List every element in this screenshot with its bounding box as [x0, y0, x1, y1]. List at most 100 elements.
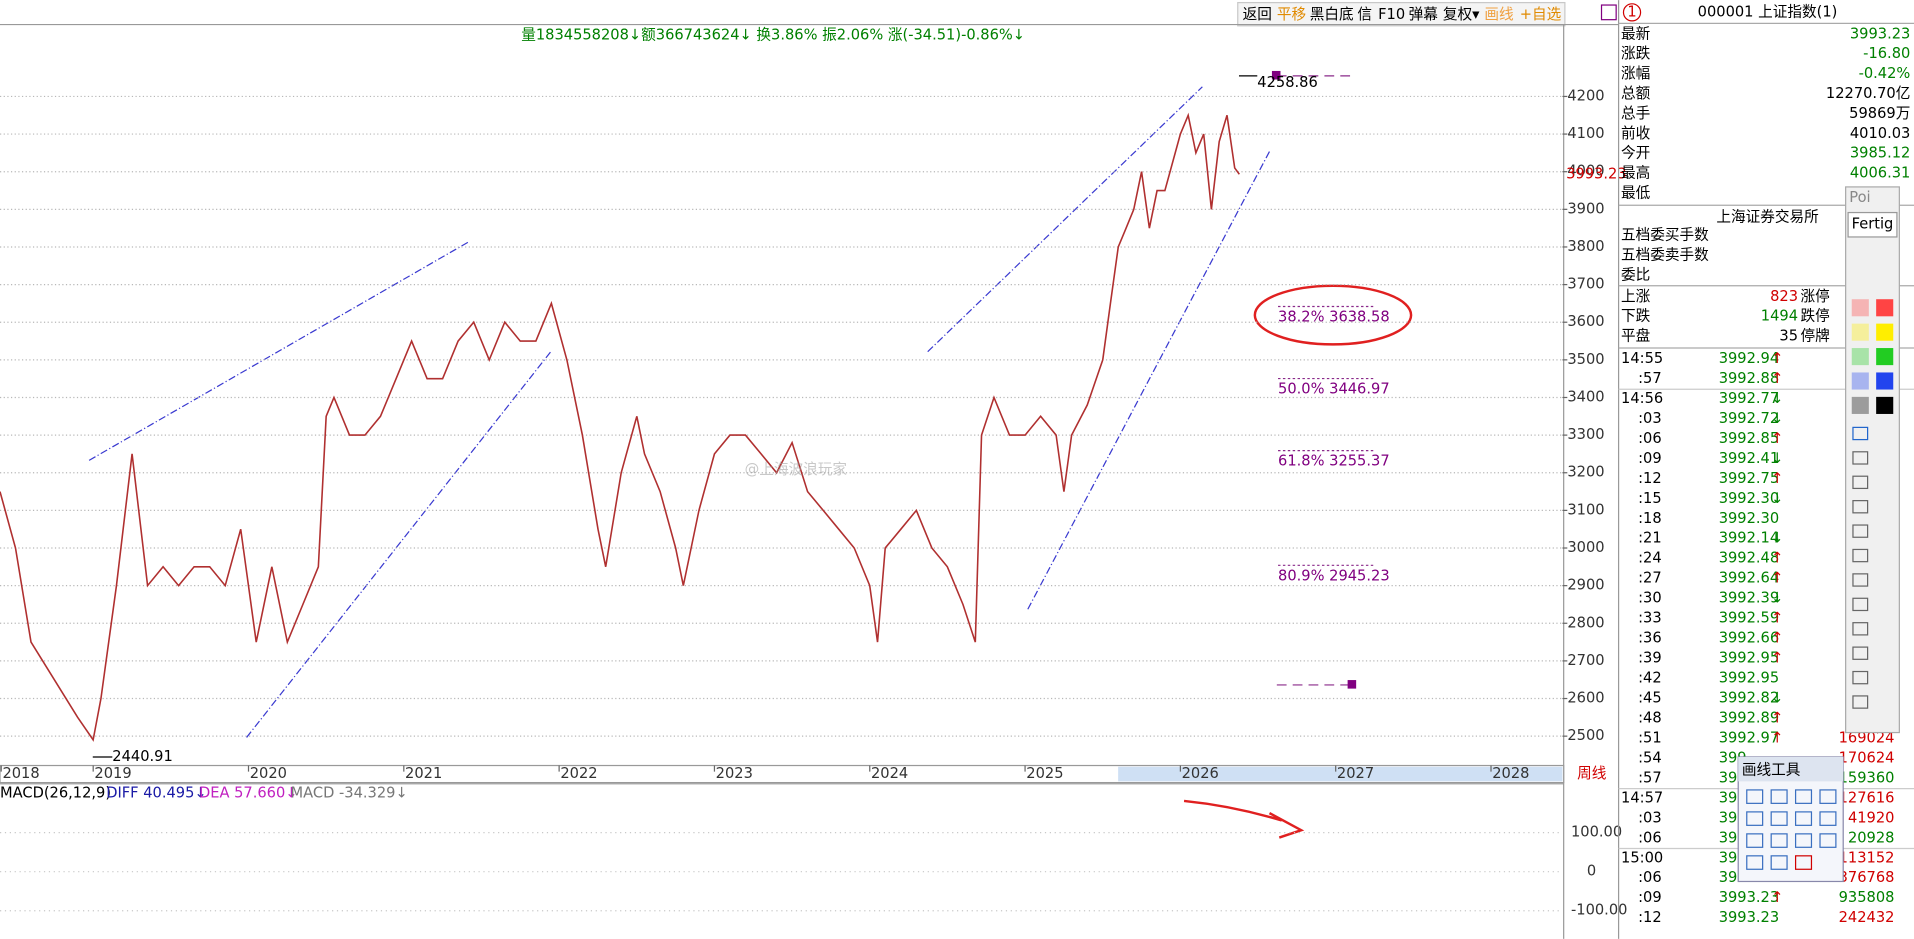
quote-value: 4006.31 [1850, 165, 1910, 182]
y-tick-label: 100.00 [1571, 824, 1622, 841]
draw-tool[interactable] [1770, 789, 1788, 804]
fib-handle[interactable] [1347, 680, 1357, 689]
tick-time: :48 [1638, 709, 1662, 726]
quote-value: 4010.03 [1850, 125, 1910, 142]
y-tick-label: 2600 [1567, 690, 1604, 707]
toolbar-button[interactable]: 信 [1357, 6, 1372, 23]
tick-dir: ↑ [1771, 570, 1783, 587]
tool-icon[interactable] [1852, 646, 1869, 660]
tool-icon[interactable] [1852, 622, 1869, 636]
draw-tool[interactable] [1770, 833, 1788, 848]
y-tick-label: 2900 [1567, 577, 1604, 594]
tick-price: 3992.89 [1719, 709, 1779, 726]
tick-volume: 159360 [1839, 769, 1895, 786]
tick-time: :06 [1638, 430, 1662, 447]
draw-tool[interactable] [1794, 855, 1813, 870]
tick-dir: ↓ [1771, 410, 1783, 427]
tool-icon[interactable] [1852, 597, 1869, 612]
tick-dir: ↑ [1771, 650, 1783, 667]
toolbar-button[interactable]: 返回 [1243, 6, 1272, 23]
draw-tool[interactable] [1746, 789, 1764, 804]
breadth-label: 下跌 [1621, 308, 1651, 325]
popup-button[interactable]: Fertig [1852, 216, 1894, 233]
popup-button-bg[interactable] [1847, 211, 1898, 238]
y-tick-label: 4100 [1567, 125, 1604, 142]
tick-time: 15:00 [1621, 849, 1663, 866]
toolbar-button[interactable]: 平移 [1277, 6, 1306, 23]
tick-dir: ↑ [1771, 610, 1783, 627]
y-tick-label: 2700 [1567, 652, 1604, 669]
tool-icon[interactable] [1852, 524, 1869, 538]
tick-time: :39 [1638, 650, 1662, 667]
x-tick-label: 2028 [1492, 765, 1529, 782]
order-label: 委比 [1621, 267, 1650, 284]
toolbar-button[interactable]: 画线 [1484, 6, 1514, 23]
tick-volume: 376768 [1839, 869, 1895, 886]
toolbar-button[interactable]: +自选 [1520, 6, 1562, 23]
tick-dir: ↓ [1771, 390, 1783, 407]
tool-icon[interactable] [1852, 426, 1869, 441]
tool-icon[interactable] [1852, 475, 1869, 490]
tick-time: :06 [1638, 869, 1662, 886]
panel-toggle[interactable] [1600, 4, 1617, 21]
hand-arrow [1183, 799, 1305, 839]
color-swatch[interactable] [1876, 372, 1894, 390]
y-tick-label: 3900 [1567, 200, 1604, 217]
tick-dir: ↑ [1771, 729, 1783, 746]
draw-tool[interactable] [1794, 833, 1813, 848]
color-swatch[interactable] [1876, 299, 1894, 317]
y-tick-label: 2500 [1567, 727, 1604, 744]
breadth-tag: 涨停 [1800, 288, 1829, 305]
tick-time: :06 [1638, 829, 1662, 846]
tool-icon[interactable] [1852, 500, 1869, 514]
tick-price: 3992.75 [1719, 470, 1779, 487]
draw-tool[interactable] [1794, 789, 1813, 804]
draw-tool[interactable] [1746, 833, 1764, 848]
tool-icon[interactable] [1852, 548, 1869, 563]
popup-title: Poi [1849, 189, 1870, 206]
color-swatch[interactable] [1876, 348, 1894, 366]
tick-volume: 20928 [1848, 829, 1895, 846]
tick-time: :12 [1638, 909, 1662, 926]
quote-label: 总手 [1621, 105, 1650, 122]
fib-handle[interactable] [1271, 70, 1281, 80]
draw-tool[interactable] [1794, 811, 1813, 826]
tick-price: 3992.64 [1719, 570, 1779, 587]
tick-time: :03 [1638, 410, 1662, 427]
toolbar-button[interactable]: 复权▾ [1443, 5, 1480, 23]
draw-tool[interactable] [1770, 855, 1788, 870]
x-tick-label: 2020 [250, 765, 287, 782]
annotation: 38.2% 3638.58 [1278, 309, 1390, 326]
draw-tool[interactable] [1819, 789, 1837, 804]
toolbar-button[interactable]: 弹幕 [1409, 6, 1439, 23]
tick-volume: 113152 [1839, 849, 1895, 866]
color-swatch[interactable] [1876, 396, 1894, 414]
x-tick-label: 2023 [716, 765, 753, 782]
color-swatch[interactable] [1851, 348, 1869, 366]
toolbar-button[interactable]: 黑白底 [1310, 6, 1354, 23]
y-tick-label: 4000 [1567, 163, 1604, 180]
color-swatch[interactable] [1851, 396, 1869, 414]
color-swatch[interactable] [1851, 372, 1869, 390]
color-swatch[interactable] [1851, 299, 1869, 317]
panel-title: 000001 上证指数(1) [1698, 3, 1838, 20]
y-tick-label: 3300 [1567, 426, 1604, 443]
color-swatch[interactable] [1876, 323, 1894, 341]
tick-price: 3992.94 [1719, 350, 1779, 367]
color-swatch[interactable] [1851, 323, 1869, 341]
draw-tool[interactable] [1746, 811, 1764, 826]
draw-tool[interactable] [1746, 855, 1764, 870]
toolbar-button[interactable]: F10 [1378, 6, 1405, 23]
tool-icon[interactable] [1852, 573, 1869, 587]
tool-icon[interactable] [1852, 695, 1869, 709]
tool-icon[interactable] [1852, 451, 1869, 465]
tool-icon[interactable] [1852, 670, 1869, 685]
tick-volume: 242432 [1839, 909, 1895, 926]
draw-tool[interactable] [1819, 811, 1837, 826]
tick-volume: 935808 [1839, 889, 1895, 906]
draw-tool[interactable] [1819, 833, 1837, 848]
tick-time: 14:55 [1621, 350, 1663, 367]
last-price-label: 3993.23 [1566, 166, 1626, 183]
draw-tool[interactable] [1770, 811, 1788, 826]
